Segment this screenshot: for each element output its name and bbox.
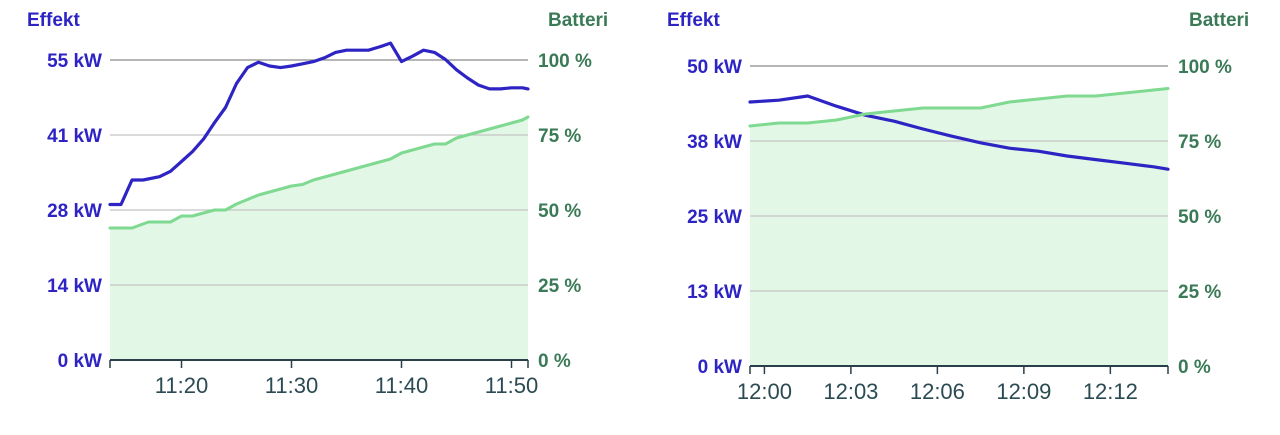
x-tick-label: 11:30 <box>265 373 318 398</box>
right-axis-title: Batteri <box>548 10 609 31</box>
x-tick-label: 11:50 <box>485 373 538 398</box>
right-tick-label: 0 % <box>1178 357 1211 378</box>
series-area-batteri <box>110 117 528 360</box>
series-line-batteri <box>748 87 1170 128</box>
series-line-effekt <box>748 94 1170 171</box>
chart-plot: 0 kW 14 kW 28 kW 41 kW 55 kW 0 % 25 % 50 % 75 % 1… <box>47 41 592 398</box>
right-tick-label: 75 % <box>538 126 581 147</box>
right-tick-label: 25 % <box>538 276 581 297</box>
right-tick-label: 25 % <box>1178 282 1221 303</box>
left-axis-title: Effekt <box>27 10 80 31</box>
left-tick-label: 50 kW <box>687 57 742 78</box>
left-tick-label: 41 kW <box>47 126 102 147</box>
x-tick-label: 12:06 <box>910 379 965 404</box>
left-tick-label: 0 kW <box>58 351 102 372</box>
right-tick-label: 50 % <box>538 201 581 222</box>
left-tick-label: 13 kW <box>687 282 742 303</box>
left-tick-label: 25 kW <box>687 207 742 228</box>
right-chart: Effekt Batteri 0 kW 13 kW 25 kW 38 kW 50 kW 0… <box>640 0 1280 435</box>
left-axis-title: Effekt <box>667 10 720 31</box>
left-tick-label: 14 kW <box>47 276 102 297</box>
left-tick-label: 55 kW <box>47 51 102 72</box>
right-axis-title: Batteri <box>1189 10 1250 31</box>
series-line-batteri <box>108 115 530 230</box>
left-chart: Effekt Batteri 0 kW 14 kW 28 kW 41 kW 55 kW 0… <box>27 10 609 398</box>
right-tick-label: 50 % <box>1178 207 1221 228</box>
left-tick-label: 0 kW <box>698 357 742 378</box>
series-area-batteri <box>750 88 1168 366</box>
x-tick-label: 11:40 <box>375 373 428 398</box>
x-tick-label: 12:09 <box>996 379 1051 404</box>
x-tick-label: 12:03 <box>823 379 878 404</box>
x-tick-label: 12:00 <box>737 379 792 404</box>
x-tick-label: 11:20 <box>155 373 208 398</box>
chart-plot: 0 kW 13 kW 25 kW 38 kW 50 kW 0 % 25 % 50 % 75 % 1… <box>687 57 1232 404</box>
series-line-effekt <box>108 41 530 207</box>
right-tick-label: 75 % <box>1178 132 1221 153</box>
right-tick-label: 100 % <box>538 51 592 72</box>
left-tick-label: 28 kW <box>47 201 102 222</box>
x-tick-label: 12:12 <box>1083 379 1138 404</box>
left-tick-label: 38 kW <box>687 132 742 153</box>
right-tick-label: 0 % <box>538 351 571 372</box>
right-tick-label: 100 % <box>1178 57 1232 78</box>
